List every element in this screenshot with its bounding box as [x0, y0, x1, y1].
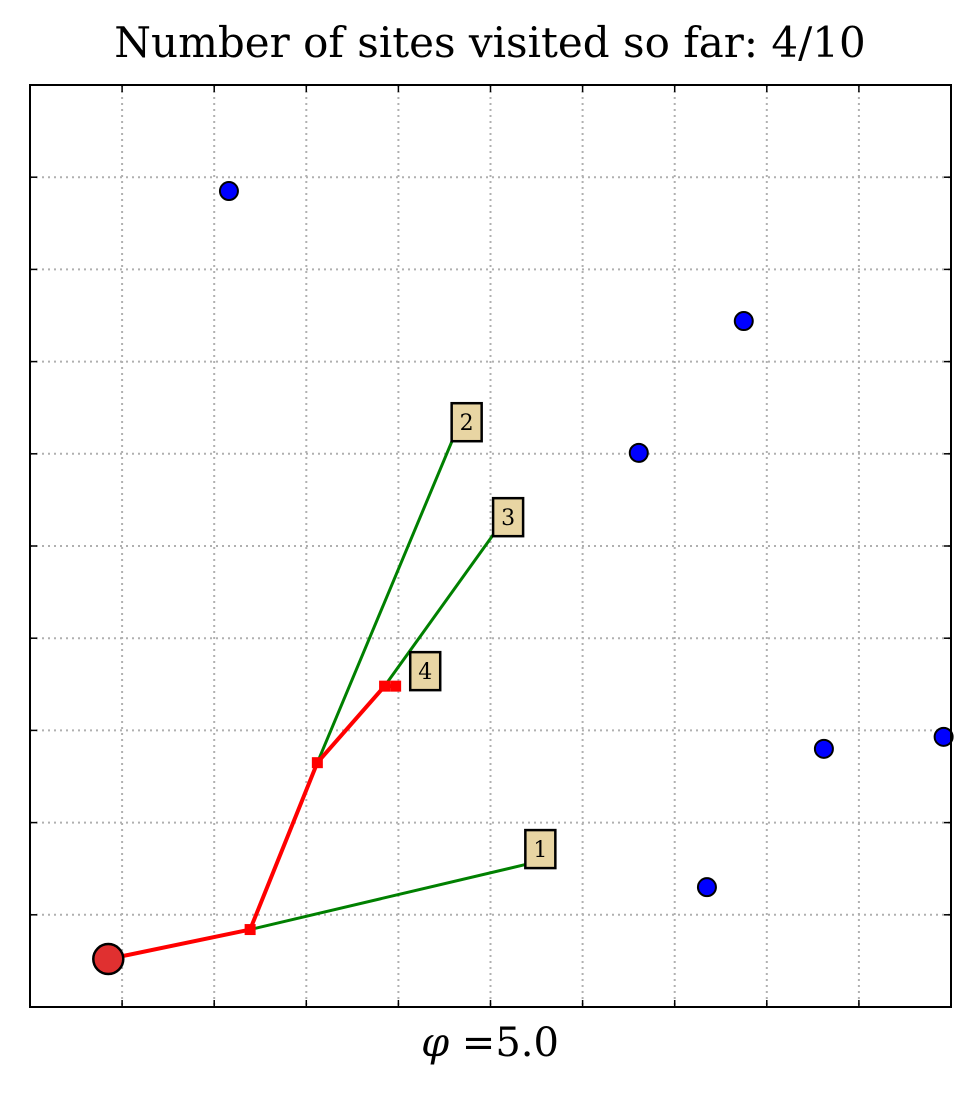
site-label-text: 4: [418, 660, 432, 685]
start-point: [92, 942, 125, 976]
plot-frame: [29, 84, 952, 1008]
chart-title: Number of sites visited so far: 4/10: [114, 18, 866, 67]
unvisited-site-point: [628, 442, 649, 463]
site-link-2: [315, 436, 456, 764]
x-axis-label-value: =5.0: [461, 1020, 559, 1066]
unvisited-site-point: [733, 311, 754, 332]
site-label-text: 2: [460, 411, 474, 436]
sites: [92, 181, 954, 976]
site-label-4: 4: [408, 650, 442, 692]
path-vertex-marker: [244, 924, 256, 936]
unvisited-site-point: [218, 181, 239, 202]
site-label-box: [450, 401, 483, 443]
site-label-text: 1: [533, 838, 547, 863]
site-label-text: 3: [501, 506, 515, 531]
x-axis-label: φ =5.0: [0, 1020, 980, 1066]
unvisited-site-point: [696, 877, 717, 898]
site-links: [249, 436, 528, 932]
visited-path: [102, 680, 402, 966]
grid-lines: [30, 85, 951, 1007]
site-label-1: 1: [524, 828, 557, 870]
site-labels: 1 2 3 4: [408, 401, 557, 870]
site-link-1: [249, 862, 528, 932]
unvisited-site-point: [933, 726, 954, 747]
x-axis-label-symbol: φ: [421, 1020, 450, 1066]
path-vertex-marker: [390, 680, 402, 692]
site-label-box: [408, 650, 442, 692]
unvisited-site-point: [813, 738, 834, 759]
path-vertex-marker: [379, 680, 391, 692]
path-vertex-marker: [311, 757, 323, 769]
site-label-box: [491, 496, 525, 538]
site-label-2: 2: [450, 401, 483, 443]
site-link-3: [383, 531, 497, 688]
site-label-3: 3: [491, 496, 525, 538]
site-label-box: [524, 828, 557, 870]
